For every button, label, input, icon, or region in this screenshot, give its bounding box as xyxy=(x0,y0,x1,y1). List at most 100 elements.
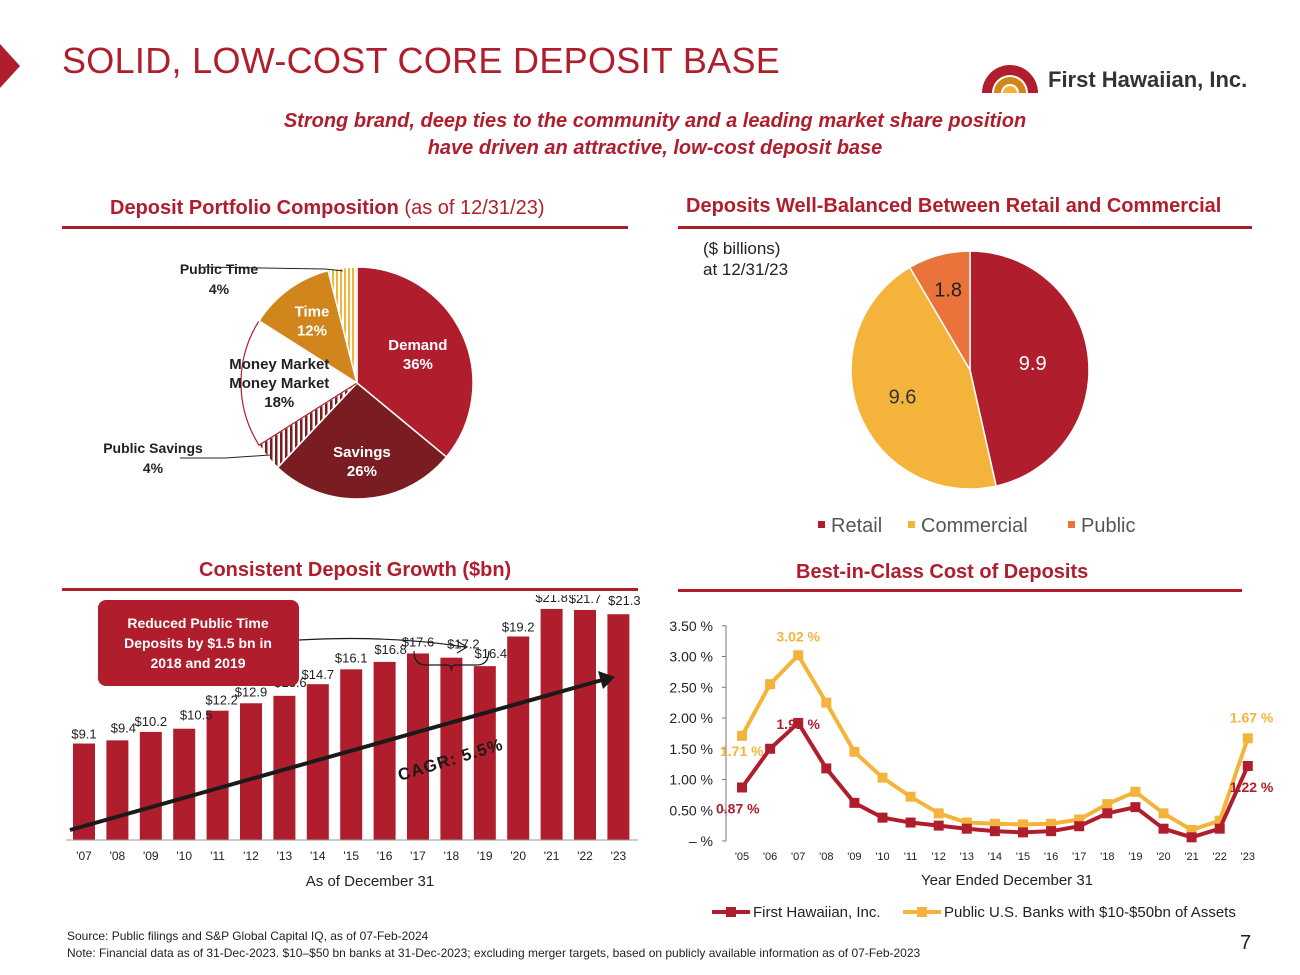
series-marker-fhi xyxy=(1214,823,1225,834)
cagr-arrowhead xyxy=(598,671,615,689)
leader-line-public-time xyxy=(204,266,343,272)
point-label-peer: 1.71 % xyxy=(720,743,764,759)
bar-value-label: $10.2 xyxy=(135,714,168,729)
bar xyxy=(574,609,596,840)
point-label-fhi: 1.92 % xyxy=(776,716,820,732)
series-marker-peer xyxy=(1046,818,1057,829)
bar-value-label: $21.7 xyxy=(569,595,602,606)
pie-label-savings-value: 26% xyxy=(347,463,377,480)
y-tick-label: 1.50 % xyxy=(669,741,713,757)
series-marker-fhi xyxy=(877,812,888,823)
x-axis-title: Year Ended December 31 xyxy=(921,872,1093,889)
bar-value-label: $17.6 xyxy=(402,634,435,649)
bar xyxy=(373,661,396,840)
x-tick-label: '20 xyxy=(1156,851,1170,863)
x-tick-label: '13 xyxy=(960,851,974,863)
series-marker-fhi xyxy=(961,823,972,834)
cagr-trend-line xyxy=(69,678,603,832)
x-tick-label: '05 xyxy=(735,851,749,863)
bar xyxy=(607,614,630,840)
balance-note-line-2: at 12/31/23 xyxy=(703,260,789,279)
x-tick-label: '17 xyxy=(1072,851,1086,863)
series-marker-fhi xyxy=(905,817,916,828)
x-tick-label: '22 xyxy=(1213,851,1227,863)
series-marker-peer xyxy=(1186,824,1197,835)
slide-marker xyxy=(0,44,20,88)
x-tick-label: '07 xyxy=(76,849,92,863)
pie-slice-public-time xyxy=(327,266,358,384)
bar xyxy=(407,653,429,840)
callout-text-line: Deposits by $1.5 bn in xyxy=(124,635,272,651)
bar xyxy=(240,703,262,840)
subtitle-line-1: Strong brand, deep ties to the community… xyxy=(283,110,1027,132)
pie-label-public-savings-value: 4% xyxy=(143,460,164,476)
pie-label-money-market: Money Market xyxy=(229,375,329,392)
series-marker-peer xyxy=(1158,808,1169,819)
bar xyxy=(340,669,363,840)
balance-note: ($ billions) at 12/31/23 xyxy=(703,238,788,280)
company-logo: First Hawaiian, Inc. xyxy=(978,55,1268,99)
pie-value-commercial: 9.6 xyxy=(889,387,917,409)
series-marker-fhi xyxy=(1018,827,1028,838)
series-marker-fhi xyxy=(1158,823,1169,834)
callout-arrow xyxy=(298,637,466,648)
pie-slice-public xyxy=(908,250,971,373)
bar xyxy=(73,743,95,840)
x-tick-label: '07 xyxy=(791,851,805,863)
composition-pie-chart: Demand 36% Savings 26% Money Market Money Mar… xyxy=(103,261,474,500)
x-tick-label: '15 xyxy=(343,849,359,863)
pie-label-demand-value: 36% xyxy=(403,356,433,373)
x-tick-label: '17 xyxy=(410,849,426,863)
series-marker-peer xyxy=(1018,819,1028,830)
y-tick-label: 2.50 % xyxy=(669,679,713,695)
x-tick-label: '19 xyxy=(1128,851,1142,863)
cost-rule xyxy=(678,589,1242,592)
x-tick-label: '16 xyxy=(1044,851,1058,863)
legend-label-commercial: Commercial xyxy=(921,515,1028,537)
legend-label-fhi: First Hawaiian, Inc. xyxy=(753,904,881,921)
pie-label-public-time-value: 4% xyxy=(209,281,230,297)
x-tick-label: '15 xyxy=(1016,851,1030,863)
composition-title: Deposit Portfolio Composition xyxy=(110,197,399,219)
series-marker-peer xyxy=(933,808,944,819)
series-marker-peer xyxy=(1214,815,1225,826)
series-marker-peer xyxy=(737,730,747,741)
point-label-peer: 3.02 % xyxy=(776,628,820,644)
x-tick-label: '06 xyxy=(763,851,777,863)
series-marker-fhi xyxy=(821,763,832,774)
series-marker-peer xyxy=(849,746,860,757)
legend-swatch-retail xyxy=(818,521,825,528)
legend-label-public: Public xyxy=(1081,515,1135,537)
bar xyxy=(106,740,129,840)
series-marker-peer xyxy=(821,697,832,708)
subtitle: Strong brand, deep ties to the community… xyxy=(150,108,1160,162)
x-tick-label: '14 xyxy=(988,851,1002,863)
series-marker-peer xyxy=(1242,733,1253,744)
y-tick-label: 0.50 % xyxy=(669,802,713,818)
x-tick-label: '23 xyxy=(1241,851,1255,863)
bar-value-label: $21.3 xyxy=(608,595,641,608)
bar-value-label: $19.2 xyxy=(502,619,535,634)
series-marker-fhi xyxy=(1130,802,1141,813)
x-tick-label: '11 xyxy=(904,851,918,863)
bar-value-label: $12.2 xyxy=(205,693,238,708)
pie-label-demand: Demand xyxy=(388,337,447,354)
legend-label-retail: Retail xyxy=(831,515,882,537)
series-marker-fhi xyxy=(933,820,944,831)
bar-value-label: $9.1 xyxy=(71,727,96,742)
series-marker-fhi xyxy=(849,797,860,808)
composition-suffix: (as of 12/31/23) xyxy=(398,197,545,219)
bar-value-label: $10.5 xyxy=(180,708,213,723)
pie-value-retail: 9.9 xyxy=(1019,353,1047,375)
composition-rule xyxy=(62,226,628,229)
logo-rainbow-icon xyxy=(982,65,1038,93)
x-tick-label: '22 xyxy=(577,849,593,863)
leader-line-public-savings xyxy=(180,454,270,459)
point-label-fhi: 0.87 % xyxy=(716,800,760,816)
series-marker-peer xyxy=(1102,799,1113,810)
series-marker-peer xyxy=(765,679,776,690)
growth-bar-chart: $9.1$9.4$10.2$10.5$12.2$12.9$13.6$14.7$1… xyxy=(66,595,641,890)
x-tick-label: '12 xyxy=(243,849,259,863)
cost-heading: Best-in-Class Cost of Deposits xyxy=(796,561,1089,583)
x-axis-title: As of December 31 xyxy=(306,873,434,890)
